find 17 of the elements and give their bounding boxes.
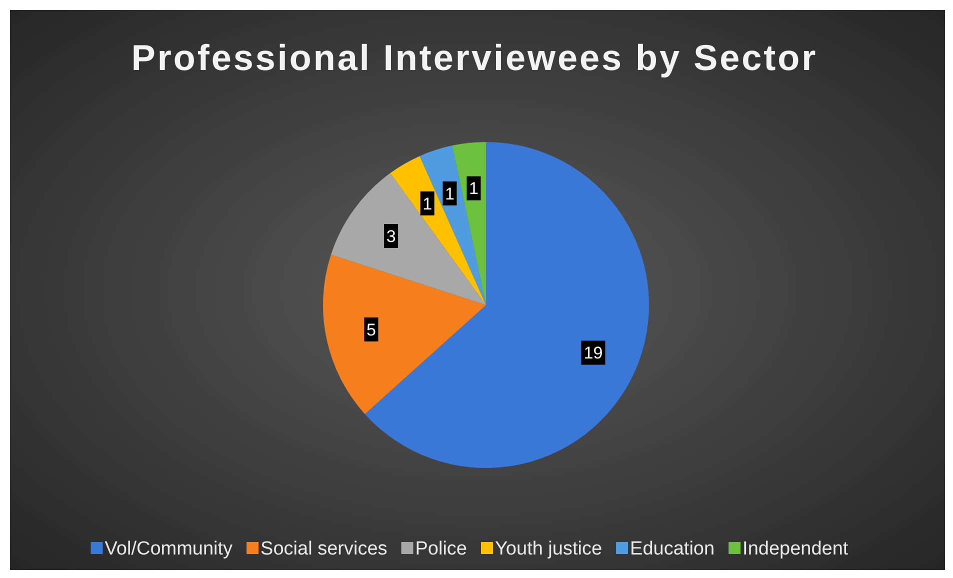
pie-slice: [330, 173, 486, 305]
pie-slice: [420, 146, 486, 305]
legend-label: Independent: [742, 538, 849, 560]
data-label: 1: [422, 194, 432, 214]
data-label: 3: [386, 226, 396, 246]
legend-label: Police: [415, 538, 468, 560]
pie-slice: [323, 254, 486, 414]
data-label: 1: [469, 179, 478, 198]
data-label: 1: [445, 184, 454, 204]
legend-label: Social services: [260, 538, 388, 560]
pie-slice: [364, 142, 649, 468]
data-label: 5: [366, 320, 376, 340]
legend-label: Vol/Community: [104, 538, 234, 560]
legend-label: Youth justice: [495, 538, 602, 560]
legend-label: Education: [630, 538, 715, 560]
data-label: 19: [584, 344, 603, 363]
chart-title: Professional Interviewees by Sector: [131, 37, 818, 78]
